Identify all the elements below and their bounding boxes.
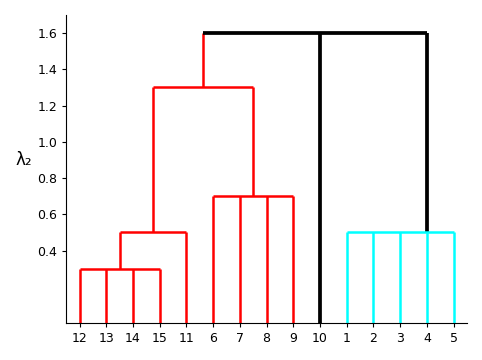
Y-axis label: λ₂: λ₂ <box>15 151 32 169</box>
